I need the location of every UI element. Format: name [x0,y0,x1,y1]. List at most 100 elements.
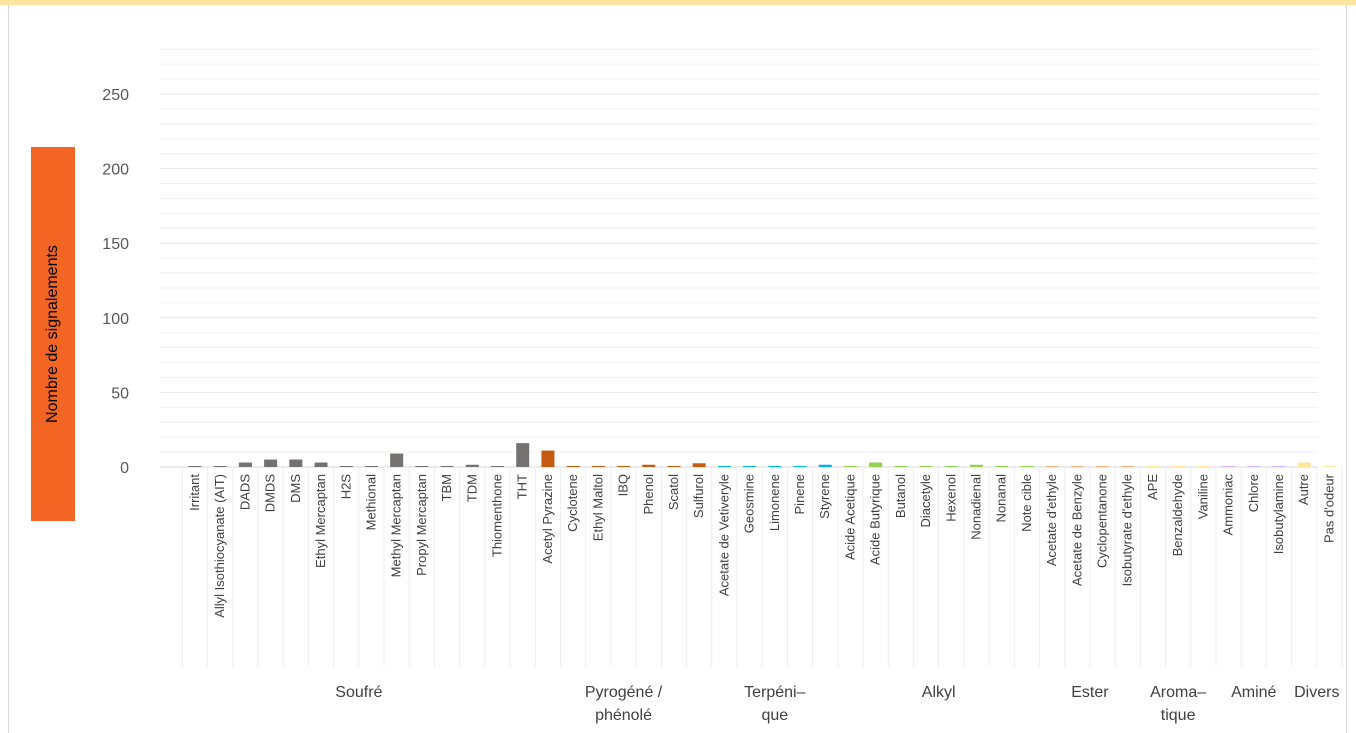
bar [667,466,681,467]
bar [591,466,605,467]
x-tick-label: Irritant [187,474,202,511]
x-tick-label: Autre [1296,474,1311,505]
bar [692,463,706,467]
group-label: phénolé [595,707,652,724]
bar [264,459,278,467]
bar [1272,466,1286,467]
chart-panel [8,5,1347,733]
bar [793,466,807,467]
bar [1297,462,1311,467]
bar [894,466,908,467]
bar [188,466,202,467]
bar [1045,466,1059,467]
bar [541,450,555,467]
x-tick-label: Butanol [893,474,908,518]
x-tick-label: Note cible [1019,474,1034,532]
bar [944,466,958,467]
group-label: Soufré [335,684,382,701]
x-tick-label: Methyl Mercaptan [389,474,404,577]
x-tick-label: Ethyl Maltol [590,474,605,541]
group-label: Divers [1294,684,1339,701]
bar [1196,466,1210,467]
group-label: Terpéni– [744,684,805,701]
x-tick-label: Ethyl Mercaptan [313,474,328,568]
top-band [0,0,1356,5]
bar [465,464,479,467]
x-tick-label: Chlore [1246,474,1261,512]
bar [213,466,227,467]
bar [743,466,757,467]
group-label: Alkyl [922,684,956,701]
x-tick-label: Nonadienal [968,474,983,540]
bar [339,466,353,467]
x-tick-label: Styrene [817,474,832,519]
x-tick-label: DMDS [263,474,278,513]
x-tick-label: Hexenol [943,474,958,522]
bar [768,466,782,467]
x-tick-label: Isobutylamine [1271,474,1286,554]
bar [617,466,631,467]
bar [390,453,404,467]
bar [843,466,857,467]
bar [717,466,731,467]
x-tick-label: Acetate d'ethyle [1044,474,1059,566]
x-tick-label: Propyl Mercaptan [414,474,429,576]
x-tick-label: Nonanal [994,474,1009,523]
x-tick-label: Limonene [767,474,782,531]
bar [1247,466,1261,467]
y-tick-label: 150 [102,236,129,253]
y-tick-label: 100 [102,311,129,328]
x-tick-label: Acetyl Pyrazine [540,474,555,564]
bar [566,466,580,467]
x-tick-label: Cyclopentanone [1095,474,1110,568]
x-tick-label: Phenol [641,474,656,515]
bar [289,459,303,467]
bar [1020,466,1034,467]
bar [415,466,429,467]
bar [1070,466,1084,467]
x-tick-label: TDM [464,474,479,502]
bar [238,462,252,467]
bar [642,464,656,467]
bar [995,466,1009,467]
x-tick-label: DADS [237,474,252,510]
y-tick-label: 50 [111,385,129,402]
bar [869,462,883,467]
bar [491,466,505,467]
y-tick-label: 250 [102,87,129,104]
x-tick-label: Isobutyrate d'ethyle [1120,474,1135,586]
x-tick-label: H2S [338,474,353,500]
x-tick-label: Methional [363,474,378,530]
x-tick-label: Scatol [666,474,681,510]
x-tick-label: Vaniline [1195,474,1210,519]
bar [1146,466,1160,467]
x-tick-label: Acetate de Vetiveryle [716,474,731,596]
y-tick-label: 0 [120,460,129,477]
x-tick-label: IBQ [616,474,631,496]
group-label: Pyrogéné / [585,684,663,701]
x-tick-label: Acide Acetique [842,474,857,560]
bar [818,464,832,467]
group-label: Aroma– [1150,684,1206,701]
bar [1096,466,1110,467]
group-label: que [761,707,788,724]
bar [1121,466,1135,467]
bar [1171,466,1185,467]
group-label: Ester [1071,684,1109,701]
bar [516,443,530,467]
x-tick-label: Allyl Isothiocyanate (AIT) [212,474,227,618]
bar [919,466,933,467]
x-tick-label: THT [515,474,530,499]
x-tick-label: Thiomenthone [490,474,505,557]
group-label: tique [1161,707,1196,724]
bar [440,466,454,467]
y-axis-label-box [31,147,75,521]
x-tick-label: Diacetyle [918,474,933,527]
x-tick-label: Sulfurol [691,474,706,518]
x-tick-label: Acide Butyrique [868,474,883,565]
x-tick-label: Acetate de Benzyle [1069,474,1084,586]
y-tick-label: 200 [102,162,129,179]
bar [1222,466,1236,467]
